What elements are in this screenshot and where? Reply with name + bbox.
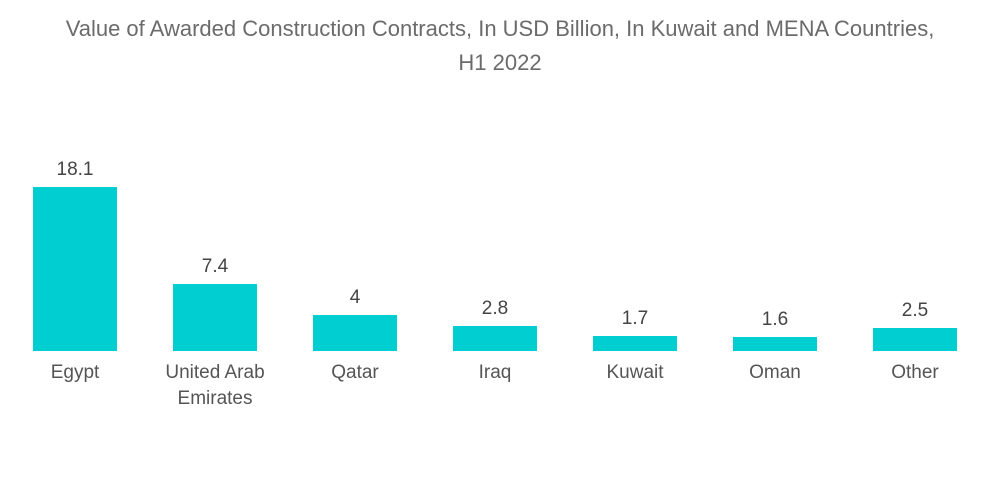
category-labels-layer: Egypt United Arab Emirates Qatar Iraq Kuwait O… [51,362,940,409]
value-label-other: 2.5 [902,300,928,321]
value-labels-layer: 18.1 7.4 4 2.8 1.7 1.6 2.5 [57,159,929,330]
bar-egypt [33,187,117,351]
value-label-qatar: 4 [350,287,361,308]
category-label-kuwait: Kuwait [606,362,664,383]
bar-iraq [453,326,537,351]
value-label-united-arab-emirates: 7.4 [202,256,229,277]
bar-other [873,328,957,351]
value-label-egypt: 18.1 [57,159,94,180]
category-label-qatar: Qatar [331,362,379,383]
bar-oman [733,337,817,351]
bars-layer [33,187,957,351]
value-label-kuwait: 1.7 [622,308,648,329]
value-label-iraq: 2.8 [482,298,508,319]
category-label-other: Other [891,362,939,383]
chart-title: Value of Awarded Construction Contracts,… [65,16,935,75]
category-label-united-arab-emirates: United Arab Emirates [165,362,264,409]
value-label-oman: 1.6 [762,309,788,330]
category-label-iraq: Iraq [479,362,512,383]
bar-qatar [313,315,397,351]
category-label-egypt: Egypt [51,362,100,383]
bar-kuwait [593,336,677,351]
category-label-oman: Oman [749,362,801,383]
bar-united-arab-emirates [173,284,257,351]
